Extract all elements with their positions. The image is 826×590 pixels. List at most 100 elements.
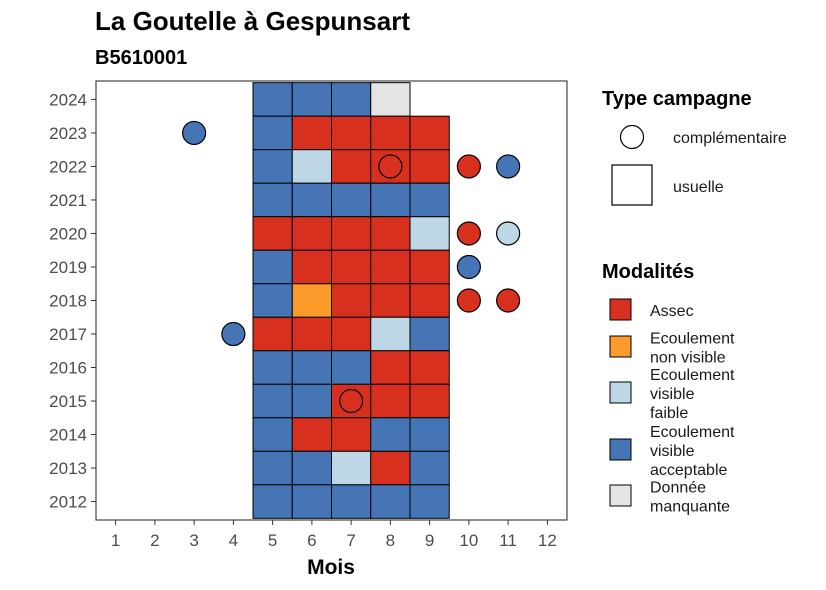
tile-2017-6 [291,316,332,352]
tile-2024-7 [331,82,372,117]
point-2022-11 [496,154,521,179]
x-tick-label-3: 3 [189,531,198,550]
tile-2017-8 [370,316,411,352]
tile-2020-9 [409,216,450,251]
tile-2023-6 [291,115,332,151]
tile-2014-9 [409,417,450,452]
tile-2023-8 [370,115,411,151]
tile-2015-6 [291,383,332,419]
tile-2013-9 [409,450,450,486]
tile-2020-8 [370,216,411,251]
tile-2021-7 [331,182,372,218]
x-tick-label-4: 4 [229,531,238,550]
point-2020-10 [456,221,481,246]
y-tick-label-2016: 2016 [49,359,87,378]
legend-label-line: faible [650,405,688,422]
legend-label-line: Ecoulement [650,424,735,441]
y-axis: 2012 2013 2014 2015 2016 2017 2018 2019 2020 2021… [49,90,96,512]
x-tick-label-10: 10 [459,531,478,550]
point-2022-10 [456,154,481,179]
legend-key-ecoulement-non-visible [609,335,632,358]
tile-2021-6 [291,182,332,218]
tile-2021-8 [370,182,411,218]
point-2023-3 [182,120,207,146]
y-tick-label-2015: 2015 [49,392,87,411]
tile-2014-5 [252,417,293,452]
tile-2018-7 [331,283,372,318]
tile-2012-6 [291,484,332,519]
point-2015-7 [339,388,364,414]
legend-square-symbol [611,164,653,206]
legend-label-complementaire: complémentaire [673,130,787,147]
x-tick-label-8: 8 [386,531,395,550]
point-2018-10 [456,288,481,313]
tile-2014-6 [291,417,332,452]
tile-2022-6 [291,149,332,184]
tile-2021-5 [252,182,293,218]
tile-2024-5 [252,82,293,117]
legend-label-line: visible [650,386,695,403]
legend-label-line: visible [650,443,695,460]
y-tick-label-2012: 2012 [49,493,87,512]
point-2019-10 [456,254,481,280]
legend-label-line: Ecoulement [650,367,735,384]
tile-2023-7 [331,115,372,151]
tile-2020-6 [291,216,332,251]
point-2020-11 [496,221,521,246]
tile-2024-6 [291,82,332,117]
y-tick-label-2013: 2013 [49,459,87,478]
tile-2013-5 [252,450,293,486]
tile-2018-6 [291,283,332,318]
tile-2016-6 [291,350,332,385]
x-tick-label-5: 5 [268,531,277,550]
tile-2021-9 [409,182,450,218]
tile-2017-9 [409,316,450,352]
y-tick-label-2022: 2022 [49,157,87,176]
tile-2012-5 [252,484,293,519]
tile-2020-7 [331,216,372,251]
tile-2022-5 [252,149,293,184]
x-axis: 1 2 3 4 5 6 7 8 9 10 11 12 [111,520,557,550]
legend-type-campagne: Type campagne complémentaire usuelle [602,88,787,206]
chart-subtitle: B5610001 [95,47,187,69]
tile-2015-8 [370,383,411,419]
y-tick-label-2020: 2020 [49,224,87,243]
tile-2018-5 [252,283,293,318]
tile-2014-8 [370,417,411,452]
x-tick-label-1: 1 [111,531,120,550]
tile-2012-7 [331,484,372,519]
plot-panel [95,80,568,521]
legend-label-line: Donnée [650,480,706,497]
legend-key-ecoulement-visible-faible [609,381,632,404]
y-tick-label-2024: 2024 [49,90,87,109]
legend-label-usuelle: usuelle [673,179,724,196]
tile-2019-8 [370,249,411,285]
x-tick-label-9: 9 [425,531,434,550]
tile-2013-6 [291,450,332,486]
y-tick-label-2019: 2019 [49,258,87,277]
legend-circle-symbol [619,124,645,150]
tile-2019-7 [331,249,372,285]
x-axis-title: Mois [307,556,355,579]
tile-2019-6 [291,249,332,285]
legend-key-ecoulement-visible-acceptable [609,438,632,461]
legend-label-line: acceptable [650,462,727,479]
tile-2019-5 [252,249,293,285]
y-tick-label-2021: 2021 [49,191,87,210]
y-tick-label-2014: 2014 [49,426,87,445]
point-2022-8 [378,154,403,179]
tile-2013-8 [370,450,411,486]
y-tick-label-2023: 2023 [49,124,87,143]
legend-label-line: manquante [650,499,730,516]
y-tick-label-2018: 2018 [49,292,87,311]
point-2017-4 [221,321,246,347]
x-tick-label-11: 11 [499,531,517,550]
point-2018-11 [496,288,521,313]
legend-key-donnée-manquante [609,484,632,507]
tile-2016-5 [252,350,293,385]
tile-2012-8 [370,484,411,519]
tile-2018-9 [409,283,450,318]
legend-label-line: non visible [650,350,726,367]
